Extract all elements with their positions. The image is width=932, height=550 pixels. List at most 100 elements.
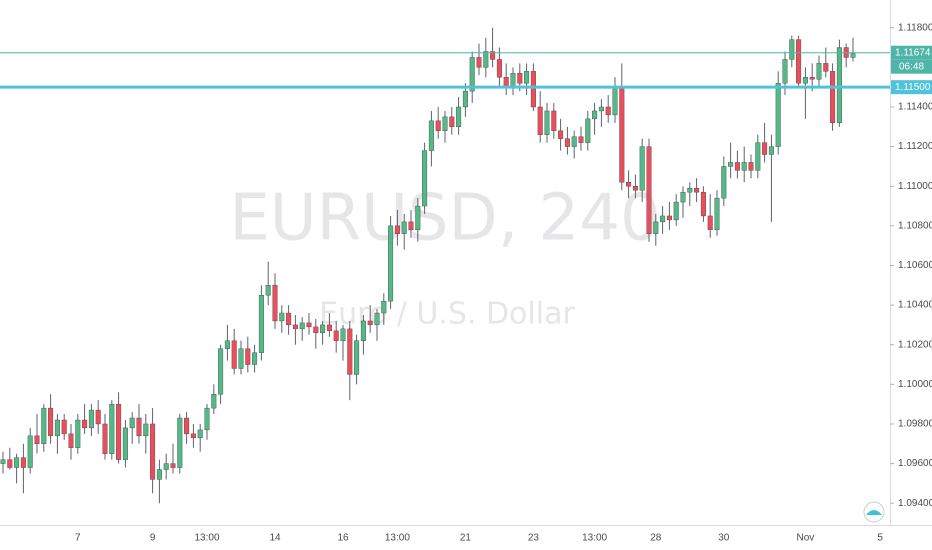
candle-body <box>48 407 54 437</box>
candle-body <box>286 312 292 326</box>
candle-body <box>462 90 468 108</box>
candle-body <box>347 328 353 375</box>
candle-body <box>632 186 638 191</box>
candle-body <box>796 39 802 84</box>
watermark-title: EURUSD, 240 <box>229 182 660 256</box>
candle-body <box>442 116 448 131</box>
x-tick-label: 13:00 <box>194 533 219 544</box>
candle-body <box>14 457 20 468</box>
candle-body <box>741 162 747 171</box>
candle-body <box>306 322 312 328</box>
candle-body <box>755 142 761 171</box>
candle-body <box>408 221 414 231</box>
x-tick-label: 28 <box>650 533 662 544</box>
candle-body <box>639 146 645 191</box>
candle-body <box>367 320 373 326</box>
candle-body <box>95 409 101 425</box>
y-tick-label: 1.11400 <box>898 102 932 113</box>
watermark-subtitle: Euro / U.S. Dollar <box>319 297 575 332</box>
candle-body <box>524 71 530 84</box>
candle-body <box>517 73 523 84</box>
candle-body <box>626 182 632 187</box>
candle-body <box>598 106 604 112</box>
x-tick-label: 5 <box>877 533 883 544</box>
y-tick-label: 1.11200 <box>898 141 932 152</box>
candle-body <box>68 433 74 448</box>
candle-body <box>782 59 788 84</box>
x-tick-label: 13:00 <box>385 533 410 544</box>
candle-body <box>476 57 482 68</box>
candle-body <box>54 419 60 437</box>
candle-body <box>571 136 577 147</box>
candle-body <box>122 427 128 460</box>
y-tick-label: 1.10600 <box>898 260 932 271</box>
candle-body <box>721 166 727 199</box>
candle-body <box>75 419 81 448</box>
candle-body <box>150 423 156 480</box>
x-tick-label: Nov <box>797 533 815 544</box>
candle-body <box>0 459 6 464</box>
candle-body <box>272 285 278 322</box>
y-tick-label: 1.09400 <box>898 498 932 509</box>
candle-body <box>102 423 108 454</box>
candle-body <box>333 330 339 341</box>
candle-body <box>490 51 496 60</box>
candle-body <box>694 188 700 193</box>
candle-body <box>265 285 271 296</box>
candle-body <box>109 403 115 454</box>
x-tick-label: 13:00 <box>582 533 607 544</box>
candle-body <box>714 197 720 231</box>
candle-body <box>82 419 88 429</box>
candle-body <box>381 300 387 314</box>
candle-body <box>415 205 421 231</box>
candle-body <box>177 417 183 468</box>
candle-body <box>830 71 836 124</box>
candle-body <box>612 86 618 116</box>
candle-body <box>748 162 754 171</box>
candle-body <box>544 110 550 135</box>
candle-body <box>170 463 176 468</box>
x-tick-label: 14 <box>269 533 281 544</box>
candle-body <box>850 53 856 58</box>
x-tick-label: 30 <box>718 533 730 544</box>
candle-body <box>136 417 142 437</box>
candle-body <box>762 142 768 155</box>
candle-body <box>27 435 33 468</box>
y-tick-label: 1.11800 <box>898 22 932 33</box>
candle-body <box>204 407 210 431</box>
candle-body <box>190 433 196 439</box>
candle-body <box>802 77 808 84</box>
candle-body <box>666 215 672 221</box>
candle-body <box>197 429 203 439</box>
candle-body <box>156 469 162 480</box>
candle-body <box>428 120 434 151</box>
price-badge-label: 1.11500 <box>895 82 931 93</box>
candle-body <box>456 106 462 127</box>
candle-body <box>20 457 26 468</box>
candle-body <box>292 324 298 330</box>
candle-body <box>816 63 822 80</box>
candle-body <box>585 118 591 143</box>
candle-body <box>238 348 244 369</box>
candle-body <box>163 463 169 470</box>
candle-body <box>768 146 774 155</box>
candle-body <box>61 419 67 435</box>
candle-body <box>360 320 366 341</box>
candle-body <box>496 59 502 78</box>
candle-body <box>789 39 795 60</box>
candle-body <box>558 130 564 139</box>
candle-body <box>680 191 686 203</box>
candle-body <box>564 138 570 147</box>
price-badge <box>891 80 932 95</box>
x-tick-label: 23 <box>528 533 540 544</box>
candle-body <box>340 328 346 341</box>
price-badge-label: 1.11674 <box>895 47 931 58</box>
x-tick-label: 21 <box>460 533 472 544</box>
candle-body <box>116 403 122 460</box>
candle-body <box>469 57 475 92</box>
candle-body <box>700 191 706 217</box>
candle-body <box>653 221 659 234</box>
candle-body <box>605 106 611 116</box>
candle-body <box>707 215 713 231</box>
